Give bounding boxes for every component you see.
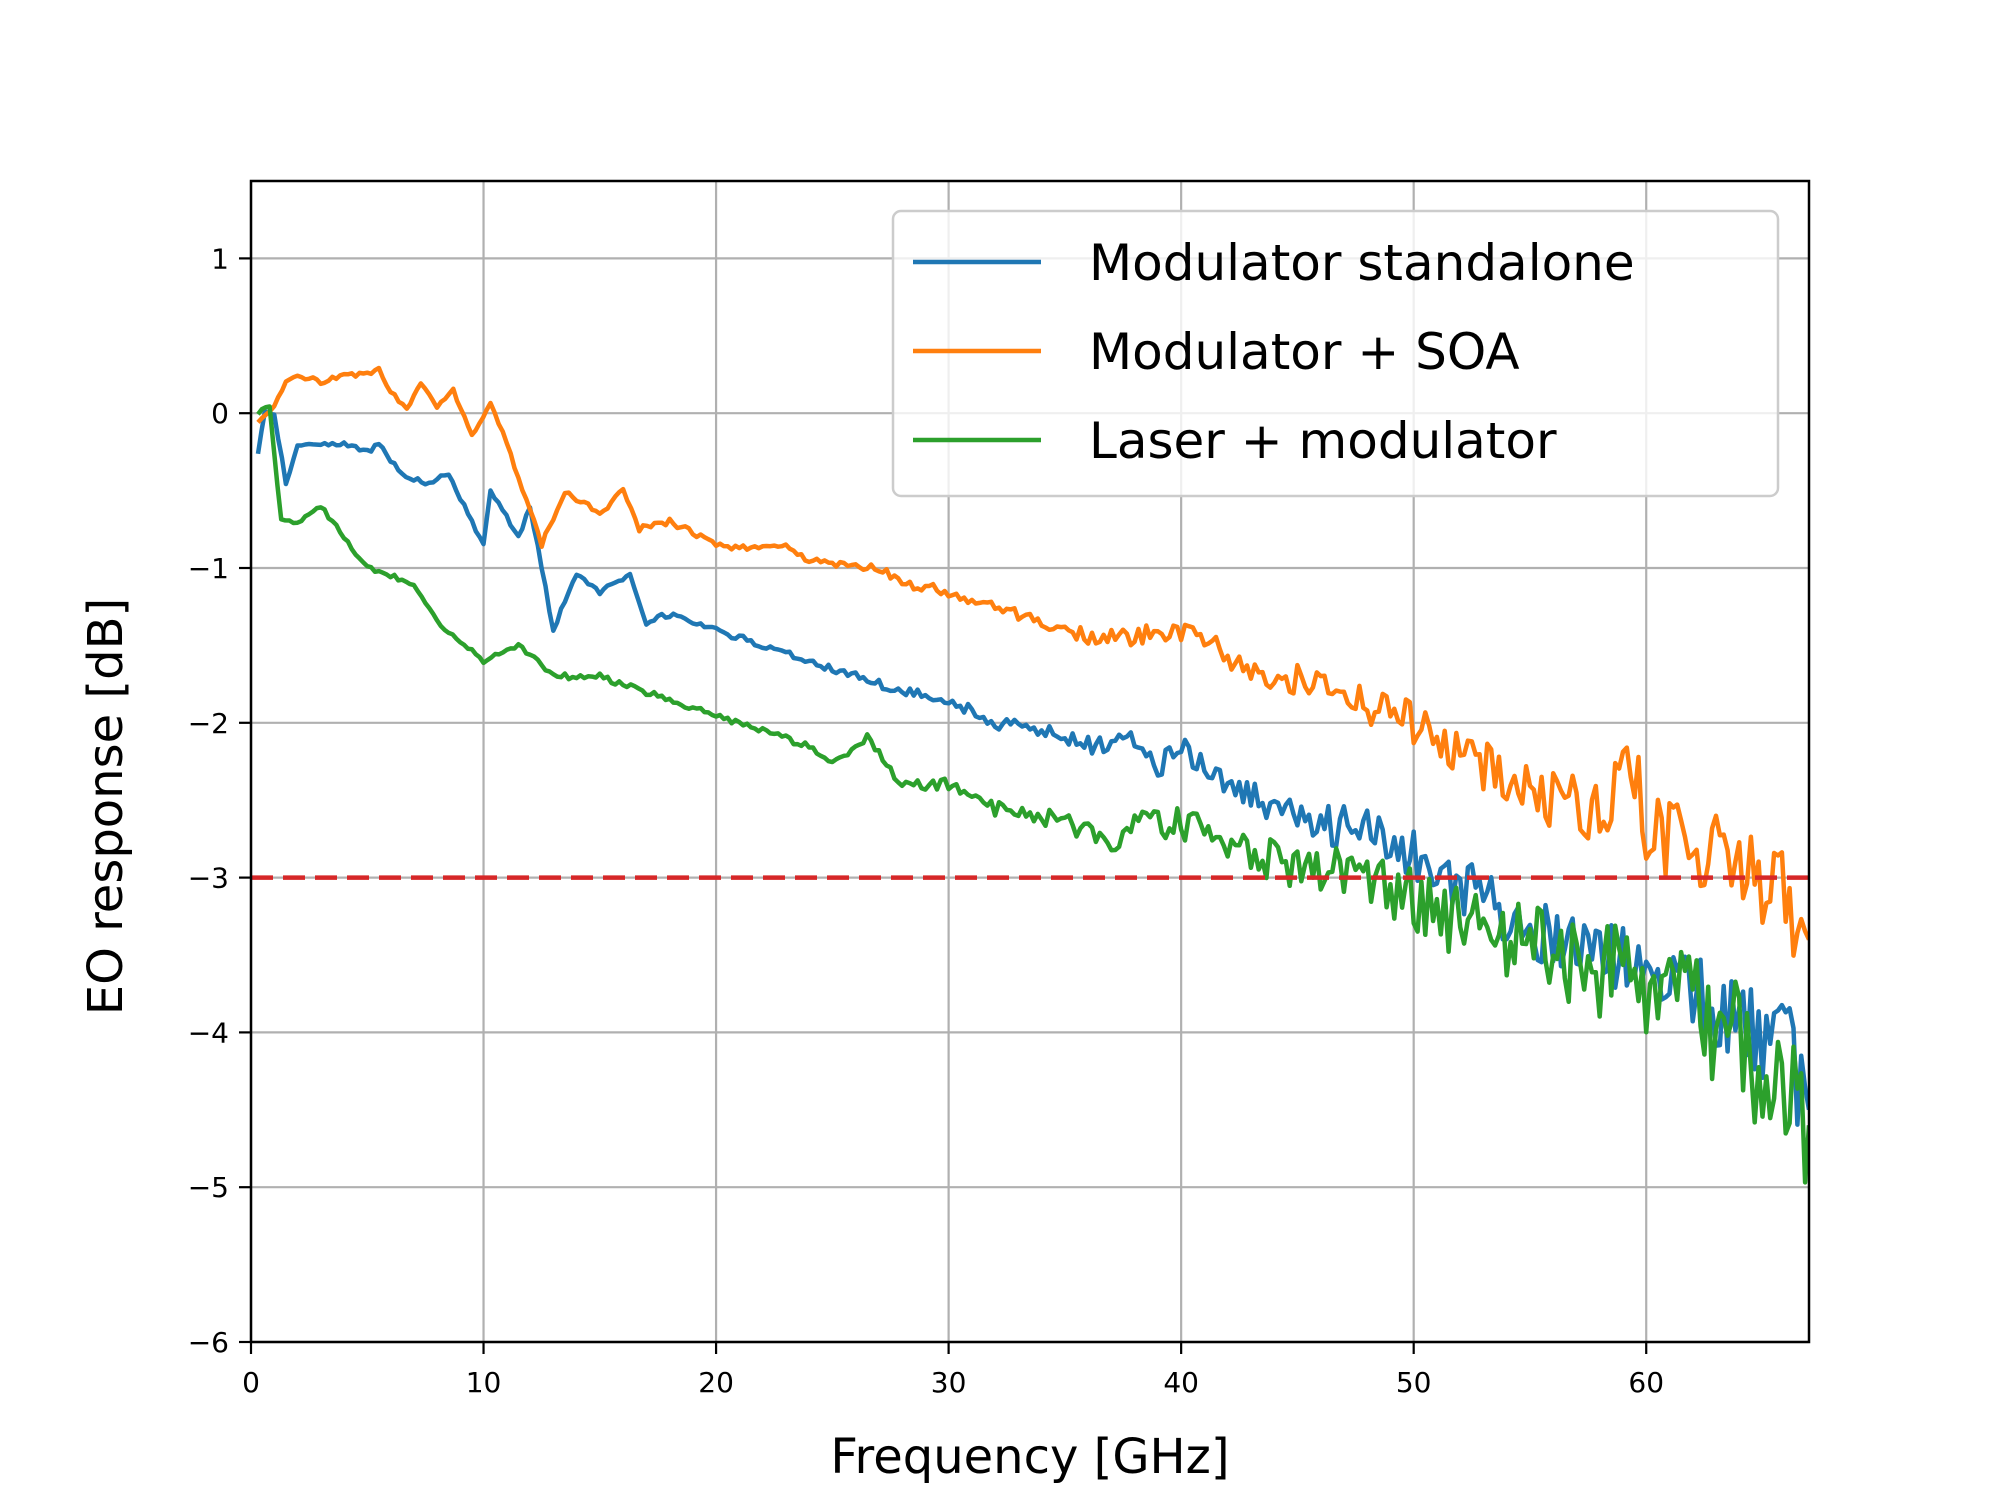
legend: Modulator standalone Modulator + SOA Laser… [891, 209, 1780, 498]
y-tick-label: −1 [188, 552, 229, 585]
plot-area [255, 365, 1809, 1185]
x-tick-label: 0 [242, 1366, 260, 1399]
x-tick-label: 30 [931, 1366, 967, 1399]
legend-label: Modulator + SOA [1089, 323, 1520, 381]
series-line-0 [255, 408, 1809, 1127]
legend-entry: Laser + modulator [913, 412, 1557, 470]
x-axis-label: Frequency [GHz] [830, 1429, 1229, 1485]
legend-entry: Modulator standalone [913, 234, 1635, 292]
x-tick-label: 20 [698, 1366, 734, 1399]
series-line-2 [256, 404, 1809, 1185]
x-tick-label: 50 [1396, 1366, 1432, 1399]
series-line-1 [256, 365, 1809, 958]
y-tick-label: −6 [188, 1326, 229, 1359]
legend-label: Laser + modulator [1089, 412, 1557, 470]
y-tick-label: 1 [211, 242, 229, 275]
y-axis-ticks: 1 0 −1 −2 −3 −4 −5 −6 [188, 242, 251, 1359]
y-tick-label: −2 [188, 707, 229, 740]
y-tick-label: −4 [188, 1016, 229, 1049]
y-tick-label: −5 [188, 1171, 229, 1204]
y-axis-label: EO response [dB] [78, 598, 134, 1016]
x-tick-label: 40 [1163, 1366, 1199, 1399]
y-tick-label: 0 [211, 397, 229, 430]
legend-box [891, 209, 1780, 498]
legend-entry: Modulator + SOA [913, 323, 1520, 381]
axes-frame [249, 179, 1811, 1344]
x-tick-label: 60 [1628, 1366, 1664, 1399]
x-tick-label: 10 [466, 1366, 502, 1399]
y-tick-label: −3 [188, 862, 229, 895]
x-axis-ticks: 0 10 20 30 40 50 60 [242, 1342, 1664, 1399]
legend-label: Modulator standalone [1089, 234, 1635, 292]
